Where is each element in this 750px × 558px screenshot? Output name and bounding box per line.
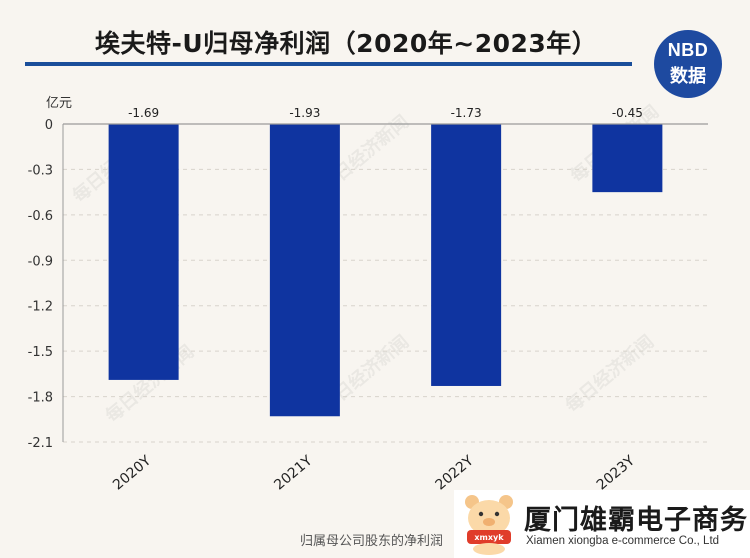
- bar: [108, 124, 179, 380]
- x-tick-label: 2021Y: [271, 453, 315, 494]
- x-tick-label: 2023Y: [594, 453, 638, 494]
- company-name-en: Xiamen xiongba e-commerce Co., Ltd: [526, 535, 720, 547]
- company-logo-overlay: xmxyk 厦门雄霸电子商务 Xiamen xiongba e-commerce…: [454, 490, 750, 558]
- chart-footer-caption: 归属母公司股东的净利润: [300, 534, 444, 549]
- data-label: -1.73: [451, 106, 482, 120]
- y-axis-unit-label: 亿元: [46, 96, 72, 111]
- x-tick-label: 2020Y: [110, 453, 154, 494]
- data-label: -1.69: [128, 106, 159, 120]
- y-tick-label: -0.9: [28, 254, 53, 269]
- y-tick-label: -1.2: [28, 300, 53, 315]
- data-label: -1.93: [289, 106, 320, 120]
- bar: [269, 124, 340, 417]
- nbd-logo-text: NBD: [667, 40, 709, 60]
- y-tick-label: -0.3: [28, 163, 53, 178]
- title-underline: [25, 62, 632, 66]
- bar: [431, 124, 502, 386]
- data-label: -0.45: [612, 106, 643, 120]
- y-tick-label: -2.1: [28, 436, 53, 451]
- company-name-cn: 厦门雄霸电子商务: [524, 505, 748, 536]
- y-tick-label: -1.5: [28, 345, 53, 360]
- y-tick-label: -1.8: [28, 391, 53, 406]
- x-tick-label: 2022Y: [433, 453, 477, 494]
- chart-title: 埃夫特-U归母净利润（2020年~2023年）: [95, 29, 598, 58]
- bear-mascot-icon: xmxyk: [465, 495, 513, 555]
- mascot-label: xmxyk: [474, 533, 504, 542]
- bar: [592, 124, 663, 193]
- y-tick-label: 0: [45, 118, 53, 133]
- nbd-logo-subtext: 数据: [670, 66, 706, 87]
- y-tick-label: -0.6: [28, 209, 53, 224]
- nbd-logo: NBD 数据: [654, 30, 722, 98]
